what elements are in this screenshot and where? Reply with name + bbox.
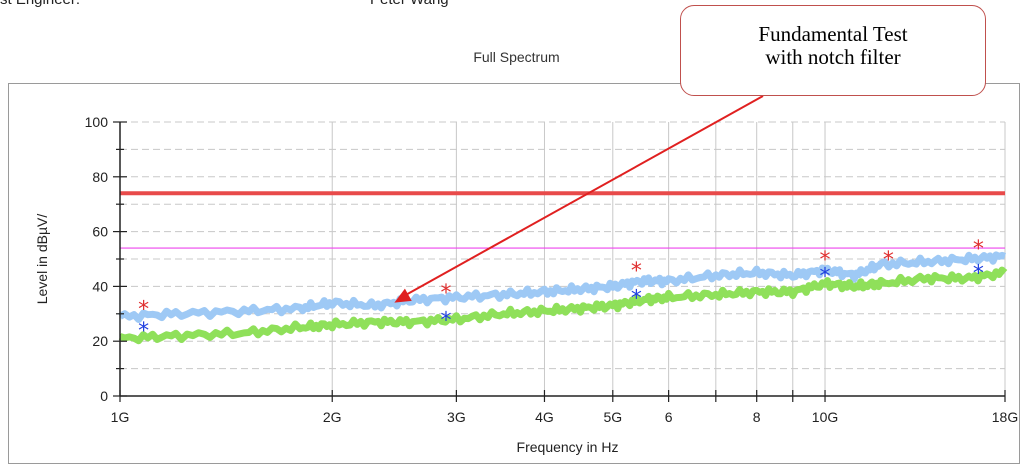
chart-frame [8, 83, 1020, 464]
average-marker: * [973, 262, 984, 287]
y-tick-label: 20 [92, 333, 108, 349]
average-marker: * [820, 264, 831, 289]
annotation-arrow [394, 95, 764, 303]
x-tick-label: 3G [447, 409, 466, 425]
series-layer [118, 251, 1008, 345]
x-tick-label: 10G [812, 409, 838, 425]
arrow-head [394, 288, 412, 303]
y-tick-label: 100 [85, 114, 109, 130]
y-tick-label: 80 [92, 169, 108, 185]
peak-marker: * [883, 248, 894, 273]
peak-marker: * [973, 237, 984, 262]
peak-marker: * [138, 297, 149, 322]
limit-layer [120, 191, 1005, 249]
peak-marker: * [820, 248, 831, 273]
marker-layer: *** * * ** *** * [138, 237, 984, 344]
arrow-shaft [405, 95, 764, 296]
y-tick-label: 60 [92, 224, 108, 240]
y-tick-label: 0 [100, 388, 108, 404]
annotation-callout: Fundamental Test with notch filter [680, 5, 986, 96]
header-label: st Engineer: [0, 0, 80, 8]
annotation-line-1: Fundamental Test [758, 22, 908, 46]
chart-title: Full Spectrum [473, 49, 560, 65]
annotation-line-2: with notch filter [765, 45, 901, 69]
series-line [118, 251, 1007, 323]
average-marker: * [631, 286, 642, 311]
label-layer: 0 20 40 60 80 100 1G 2G 3G 4G 5G 6 8 10G 18G Frequency … [34, 114, 1018, 455]
series-line [118, 266, 1008, 345]
x-tick-label: 18G [992, 409, 1018, 425]
y-tick-label: 40 [92, 278, 108, 294]
y-axis-label: Level in dBµV/ [34, 214, 50, 305]
x-tick-label: 4G [535, 409, 554, 425]
header-value: Peter Wang [370, 0, 449, 8]
average-marker: * [138, 319, 149, 344]
x-axis-label: Frequency in Hz [517, 439, 619, 455]
axis-layer [113, 121, 1006, 402]
grid-layer [120, 121, 1006, 396]
peak-marker: * [631, 259, 642, 284]
average-marker: * [441, 308, 452, 333]
x-tick-label: 6 [665, 409, 673, 425]
peak-marker: * [441, 281, 452, 306]
x-tick-label: 8 [753, 409, 761, 425]
x-tick-label: 5G [603, 409, 622, 425]
x-tick-label: 2G [323, 409, 342, 425]
x-tick-label: 1G [111, 409, 130, 425]
